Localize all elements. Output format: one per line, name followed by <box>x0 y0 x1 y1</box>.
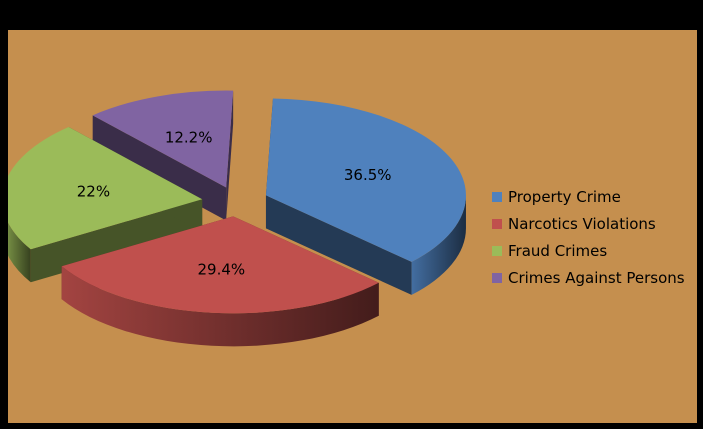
pie-slice-top-property-crime <box>265 98 466 262</box>
legend-label-property-crime: Property Crime <box>508 187 621 206</box>
pie-chart: 36.5% 29.4% 22% 12.2% <box>8 90 466 347</box>
data-label-fraud-crimes: 22% <box>77 182 110 200</box>
pie-slice-top-narcotics-violations <box>61 216 379 314</box>
data-label-property-crime: 36.5% <box>344 166 392 184</box>
legend-item-narcotics-violations: Narcotics Violations <box>492 210 685 237</box>
pie-slice-wall-crimes-against-persons-1 <box>226 90 234 221</box>
pie-slice-rim-fraud-crimes <box>8 222 31 283</box>
pie-slice-top-fraud-crimes <box>8 127 203 250</box>
pie-slice-narcotics-violations <box>61 216 379 347</box>
legend-swatch-property-crime <box>492 191 502 202</box>
legend-label-fraud-crimes: Fraud Crimes <box>508 241 608 260</box>
data-label-narcotics-violations: 29.4% <box>198 260 246 278</box>
pie-slice-fraud-crimes <box>8 127 203 283</box>
pie-slice-top-crimes-against-persons <box>92 90 234 188</box>
pie-slice-property-crime <box>265 98 466 295</box>
legend-swatch-fraud-crimes <box>492 245 502 256</box>
legend-label-narcotics-violations: Narcotics Violations <box>508 214 656 233</box>
legend-item-fraud-crimes: Fraud Crimes <box>492 237 685 264</box>
chart-area: 36.5% 29.4% 22% 12.2% Property Crime Narcot… <box>8 30 697 423</box>
legend-swatch-narcotics-violations <box>492 218 502 229</box>
legend-swatch-crimes-against-persons <box>492 272 502 283</box>
pie-slice-rim-property-crime <box>411 195 466 295</box>
legend-label-crimes-against-persons: Crimes Against Persons <box>508 268 685 287</box>
pie-slice-wall-property-crime-1 <box>265 195 412 295</box>
legend-item-crimes-against-persons: Crimes Against Persons <box>492 264 685 291</box>
pie-slice-rim-narcotics-violations <box>61 266 379 347</box>
legend: Property Crime Narcotics Violations Frau… <box>492 183 685 291</box>
pie-slice-wall-fraud-crimes-0 <box>30 199 203 283</box>
legend-item-property-crime: Property Crime <box>492 183 685 210</box>
data-label-crimes-against-persons: 12.2% <box>165 128 213 146</box>
